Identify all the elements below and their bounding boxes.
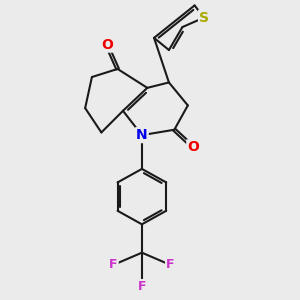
Text: O: O: [187, 140, 199, 154]
Text: N: N: [136, 128, 148, 142]
Text: F: F: [138, 280, 146, 293]
Text: O: O: [101, 38, 113, 52]
Text: S: S: [199, 11, 209, 25]
Text: F: F: [166, 258, 175, 271]
Text: F: F: [109, 258, 118, 271]
